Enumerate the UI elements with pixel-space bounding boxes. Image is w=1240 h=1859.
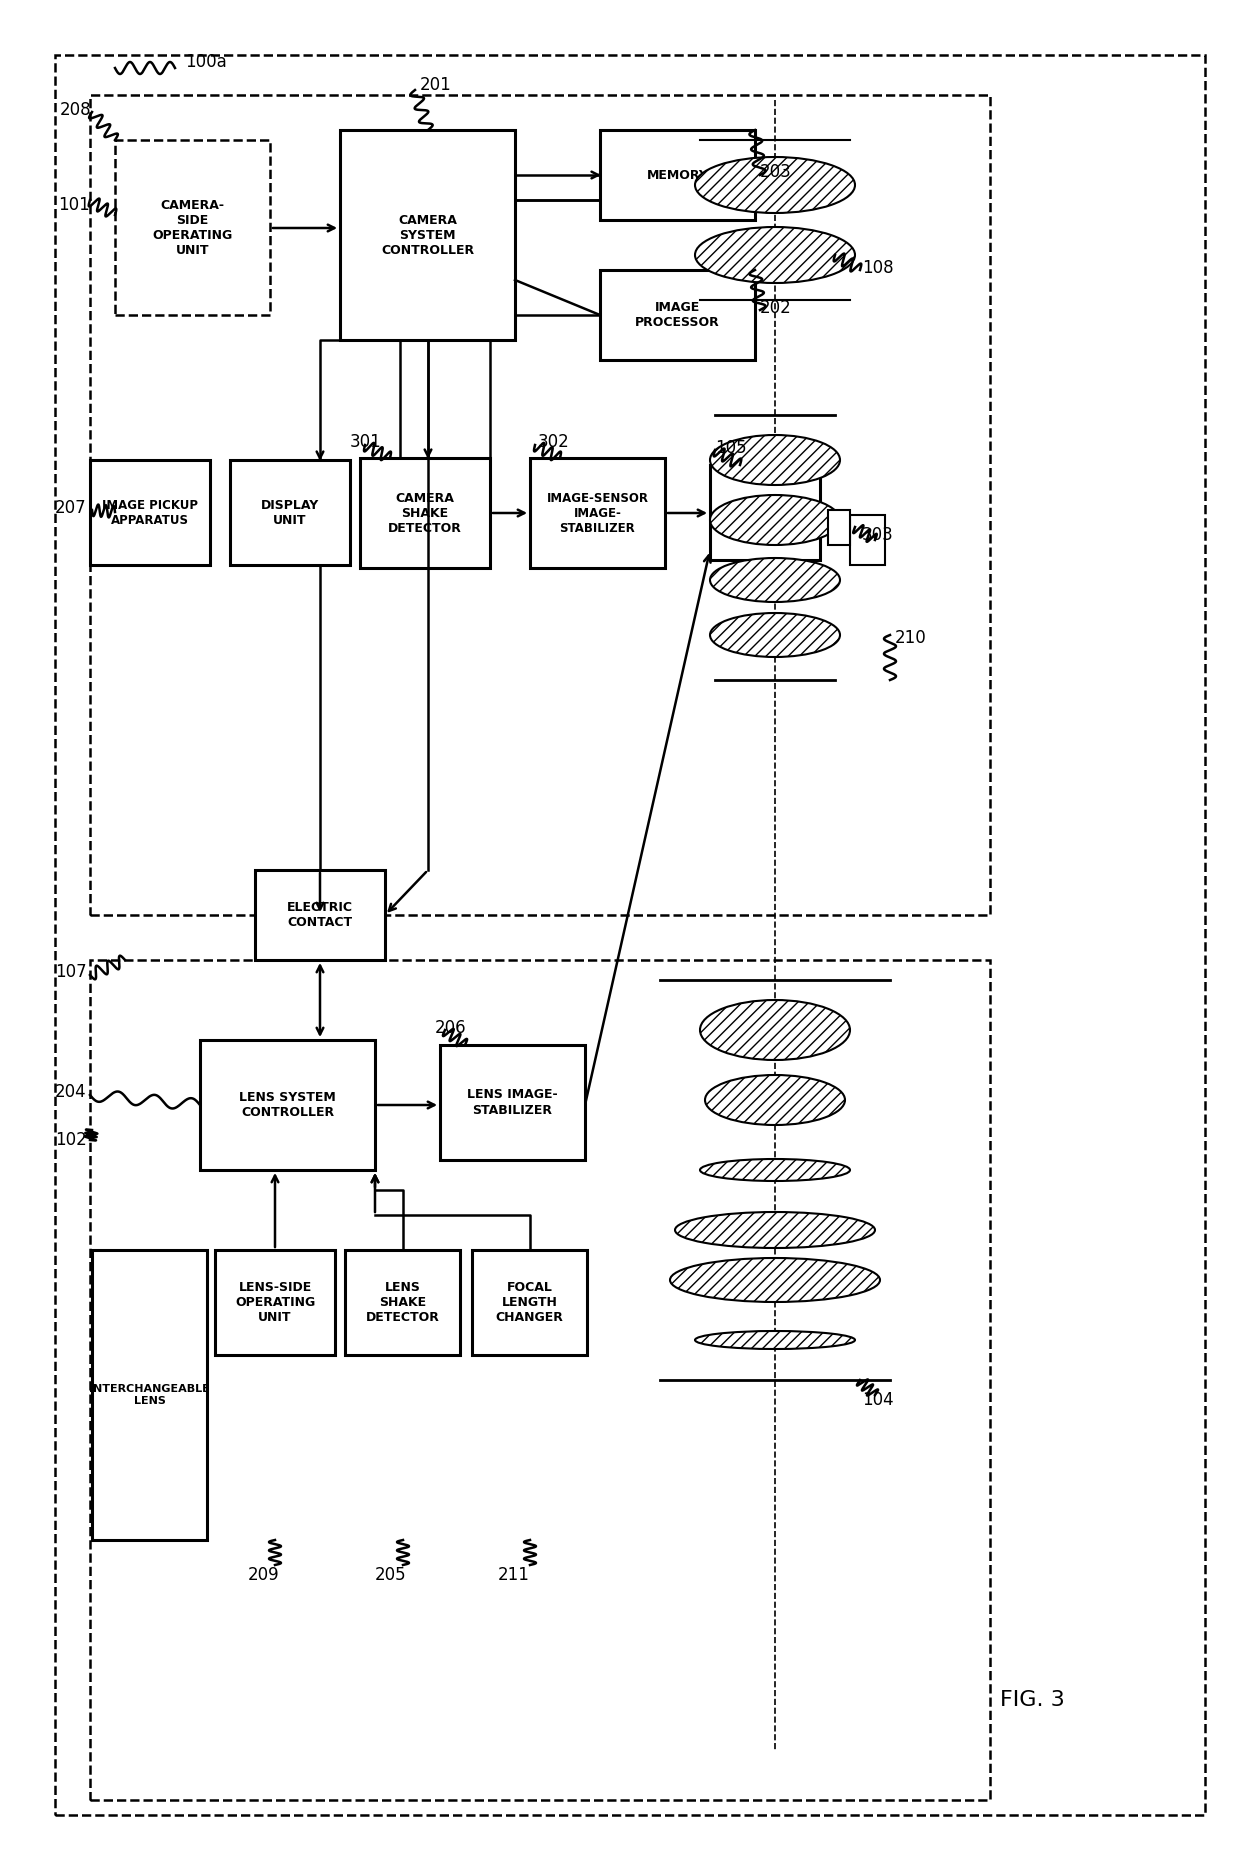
FancyBboxPatch shape <box>345 1249 460 1355</box>
Text: 105: 105 <box>715 439 746 457</box>
Ellipse shape <box>694 156 856 214</box>
Text: 211: 211 <box>498 1565 529 1584</box>
Text: INTERCHANGEABLE
LENS: INTERCHANGEABLE LENS <box>89 1385 210 1405</box>
FancyBboxPatch shape <box>215 1249 335 1355</box>
FancyBboxPatch shape <box>600 270 755 361</box>
Ellipse shape <box>694 227 856 283</box>
Text: LENS
SHAKE
DETECTOR: LENS SHAKE DETECTOR <box>366 1281 439 1324</box>
Text: 100a: 100a <box>185 54 227 71</box>
Text: 202: 202 <box>760 299 792 318</box>
FancyBboxPatch shape <box>91 959 990 1800</box>
Text: CAMERA
SHAKE
DETECTOR: CAMERA SHAKE DETECTOR <box>388 491 463 535</box>
Text: 302: 302 <box>538 433 569 452</box>
Ellipse shape <box>711 435 839 485</box>
Text: ELECTRIC
CONTACT: ELECTRIC CONTACT <box>286 902 353 930</box>
Ellipse shape <box>694 1331 856 1350</box>
Ellipse shape <box>706 1075 844 1125</box>
Text: 303: 303 <box>862 526 894 545</box>
Text: 210: 210 <box>895 628 926 647</box>
Text: 101: 101 <box>58 195 89 214</box>
Text: IMAGE
SENSOR: IMAGE SENSOR <box>737 498 794 526</box>
Text: IMAGE
PROCESSOR: IMAGE PROCESSOR <box>635 301 720 329</box>
Text: 203: 203 <box>760 164 792 180</box>
Text: 205: 205 <box>374 1565 407 1584</box>
Text: FIG. 3: FIG. 3 <box>999 1690 1065 1710</box>
Text: 201: 201 <box>420 76 451 95</box>
Text: MEMORY: MEMORY <box>646 169 708 182</box>
Text: 301: 301 <box>350 433 382 452</box>
Text: 207: 207 <box>55 498 87 517</box>
Ellipse shape <box>711 558 839 602</box>
Text: IMAGE-SENSOR
IMAGE-
STABILIZER: IMAGE-SENSOR IMAGE- STABILIZER <box>547 491 649 535</box>
FancyBboxPatch shape <box>91 459 210 565</box>
Text: 102: 102 <box>55 1130 87 1149</box>
Ellipse shape <box>711 494 839 545</box>
FancyBboxPatch shape <box>92 1249 207 1539</box>
Text: 204: 204 <box>55 1084 87 1101</box>
Text: 107: 107 <box>55 963 87 982</box>
FancyBboxPatch shape <box>340 130 515 340</box>
Text: DISPLAY
UNIT: DISPLAY UNIT <box>260 498 319 526</box>
FancyBboxPatch shape <box>529 457 665 569</box>
Text: LENS IMAGE-
STABILIZER: LENS IMAGE- STABILIZER <box>467 1089 558 1117</box>
FancyBboxPatch shape <box>828 509 849 545</box>
Text: 104: 104 <box>862 1391 894 1409</box>
Ellipse shape <box>711 613 839 656</box>
FancyBboxPatch shape <box>115 139 270 314</box>
Text: 206: 206 <box>435 1019 466 1037</box>
FancyBboxPatch shape <box>849 515 885 565</box>
Text: LENS-SIDE
OPERATING
UNIT: LENS-SIDE OPERATING UNIT <box>234 1281 315 1324</box>
Ellipse shape <box>701 1000 849 1060</box>
FancyBboxPatch shape <box>55 56 1205 1814</box>
Ellipse shape <box>675 1212 875 1247</box>
Text: 208: 208 <box>60 100 92 119</box>
FancyBboxPatch shape <box>229 459 350 565</box>
FancyBboxPatch shape <box>255 870 384 959</box>
Text: LENS SYSTEM
CONTROLLER: LENS SYSTEM CONTROLLER <box>239 1091 336 1119</box>
FancyBboxPatch shape <box>600 130 755 219</box>
Text: IMAGE PICKUP
APPARATUS: IMAGE PICKUP APPARATUS <box>102 498 198 526</box>
Text: 209: 209 <box>248 1565 280 1584</box>
FancyBboxPatch shape <box>200 1039 374 1169</box>
FancyBboxPatch shape <box>360 457 490 569</box>
Text: FOCAL
LENGTH
CHANGER: FOCAL LENGTH CHANGER <box>496 1281 563 1324</box>
Ellipse shape <box>670 1259 880 1301</box>
Text: 108: 108 <box>862 258 894 277</box>
FancyBboxPatch shape <box>711 465 820 560</box>
Ellipse shape <box>701 1158 849 1180</box>
FancyBboxPatch shape <box>440 1045 585 1160</box>
FancyBboxPatch shape <box>91 95 990 915</box>
Text: CAMERA-
SIDE
OPERATING
UNIT: CAMERA- SIDE OPERATING UNIT <box>153 199 233 257</box>
Text: CAMERA
SYSTEM
CONTROLLER: CAMERA SYSTEM CONTROLLER <box>381 214 474 257</box>
FancyBboxPatch shape <box>472 1249 587 1355</box>
